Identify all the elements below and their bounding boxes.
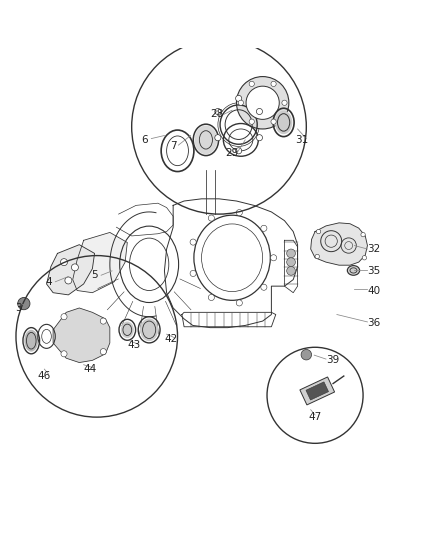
- Circle shape: [208, 215, 215, 221]
- Ellipse shape: [194, 125, 217, 154]
- Text: 36: 36: [367, 318, 381, 328]
- Circle shape: [100, 318, 106, 324]
- Circle shape: [287, 258, 295, 266]
- Circle shape: [287, 266, 295, 275]
- Circle shape: [215, 135, 221, 141]
- Text: 31: 31: [295, 135, 309, 145]
- Ellipse shape: [121, 321, 134, 338]
- Circle shape: [238, 100, 244, 106]
- Polygon shape: [53, 308, 110, 362]
- Ellipse shape: [348, 266, 359, 274]
- Circle shape: [100, 349, 106, 354]
- Text: 44: 44: [84, 364, 97, 374]
- Circle shape: [361, 232, 365, 237]
- Circle shape: [261, 284, 267, 290]
- Text: 35: 35: [367, 266, 381, 276]
- Circle shape: [271, 255, 277, 261]
- Circle shape: [282, 100, 287, 106]
- Circle shape: [301, 350, 311, 360]
- Circle shape: [236, 209, 242, 216]
- Circle shape: [249, 119, 254, 124]
- Circle shape: [61, 351, 67, 357]
- Text: 46: 46: [38, 370, 51, 381]
- Circle shape: [60, 259, 67, 265]
- Circle shape: [246, 86, 279, 119]
- Circle shape: [61, 313, 67, 320]
- Polygon shape: [306, 382, 328, 400]
- Circle shape: [249, 81, 254, 86]
- Text: 29: 29: [226, 148, 239, 158]
- Text: 5: 5: [91, 270, 98, 280]
- Circle shape: [215, 108, 221, 115]
- Text: 40: 40: [367, 286, 381, 295]
- Text: 42: 42: [164, 334, 177, 344]
- Circle shape: [316, 229, 321, 234]
- Ellipse shape: [24, 330, 38, 352]
- Circle shape: [256, 108, 262, 115]
- Text: 6: 6: [141, 135, 148, 145]
- Text: 3: 3: [15, 303, 21, 313]
- Ellipse shape: [275, 111, 292, 134]
- Ellipse shape: [140, 318, 158, 341]
- Text: 39: 39: [326, 356, 339, 365]
- Polygon shape: [311, 223, 367, 265]
- Circle shape: [271, 119, 276, 124]
- Circle shape: [71, 264, 78, 271]
- Circle shape: [18, 297, 30, 310]
- Text: 4: 4: [46, 277, 52, 287]
- Circle shape: [256, 135, 262, 141]
- Circle shape: [208, 294, 215, 301]
- Circle shape: [236, 300, 242, 306]
- Circle shape: [237, 77, 289, 129]
- Circle shape: [271, 81, 276, 86]
- Text: 7: 7: [170, 141, 177, 151]
- Polygon shape: [46, 245, 95, 295]
- Text: 47: 47: [308, 412, 321, 422]
- Circle shape: [190, 239, 196, 245]
- Polygon shape: [73, 232, 127, 293]
- Polygon shape: [300, 377, 335, 405]
- Circle shape: [287, 249, 295, 258]
- Text: 43: 43: [127, 340, 141, 350]
- Circle shape: [362, 256, 367, 260]
- Text: 32: 32: [367, 244, 381, 254]
- Circle shape: [190, 270, 196, 277]
- Text: 28: 28: [210, 109, 223, 119]
- Circle shape: [236, 148, 242, 154]
- Circle shape: [236, 95, 242, 101]
- Circle shape: [261, 225, 267, 231]
- Circle shape: [315, 254, 319, 259]
- Circle shape: [65, 277, 72, 284]
